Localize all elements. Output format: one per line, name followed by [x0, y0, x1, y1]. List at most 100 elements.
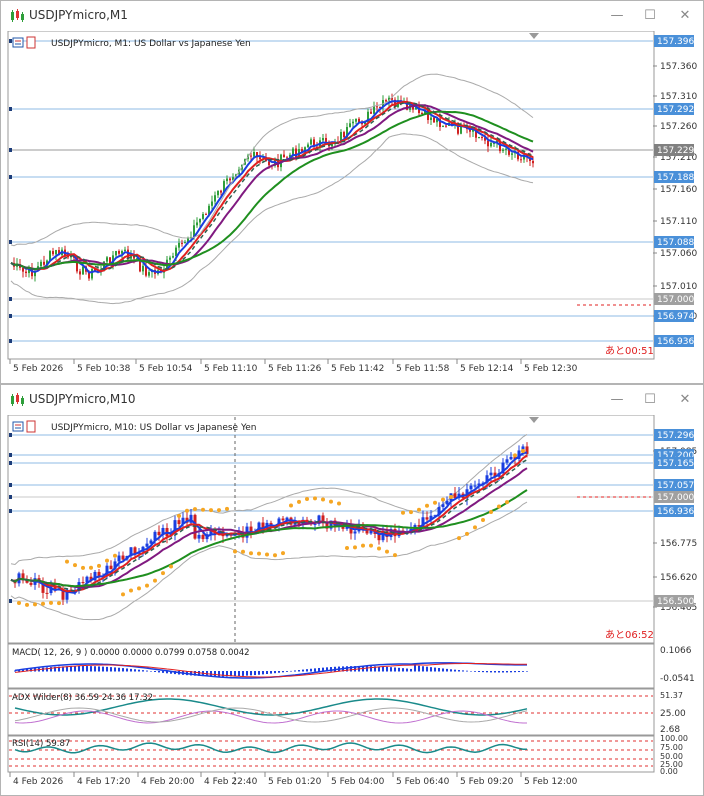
candle-body: [439, 118, 441, 127]
window-titlebar[interactable]: USDJPYmicro,M1 — ☐ ✕: [1, 1, 703, 31]
candle-body: [477, 483, 481, 486]
candle-body: [349, 123, 351, 128]
macd-pane[interactable]: [7, 643, 655, 689]
macd-bar: [230, 671, 232, 677]
candle-body: [427, 109, 429, 120]
sar-dot: [257, 551, 261, 556]
candle-body: [91, 268, 93, 279]
candle-body: [430, 117, 432, 120]
chart-window-m1[interactable]: USDJPYmicro,M1 — ☐ ✕ USDJPYmicro, M1: US…: [0, 0, 704, 384]
candle-body: [112, 255, 114, 265]
sar-dot: [297, 499, 301, 504]
candle-body: [475, 129, 477, 138]
candle-body: [46, 260, 48, 265]
macd-bar: [390, 667, 392, 672]
time-tick-label: 5 Feb 06:40: [396, 777, 450, 787]
candle-body: [161, 527, 165, 536]
macd-signal-line: [14, 663, 527, 678]
macd-bar: [238, 671, 240, 677]
sar-dot: [177, 513, 181, 518]
candle-body: [225, 534, 229, 537]
sar-dot: [241, 549, 245, 554]
candle-body: [261, 522, 265, 528]
candle-body: [346, 127, 348, 138]
time-axis[interactable]: 5 Feb 2026 5 Feb 10:38 5 Feb 10:54 5 Feb 11…: [9, 359, 578, 374]
one-click-trading-marker[interactable]: [529, 33, 539, 39]
window-title: USDJPYmicro,M1: [29, 8, 128, 22]
sar-dot: [265, 552, 269, 557]
macd-bar: [458, 670, 460, 672]
price-tag-label: 157.057: [657, 481, 694, 491]
candle-body: [353, 531, 357, 534]
candle-body: [205, 214, 207, 216]
candle-body: [370, 111, 372, 114]
macd-histogram: [14, 665, 528, 677]
candle-body: [484, 137, 486, 141]
price-tag-label: 157.229: [657, 146, 694, 156]
price-axis[interactable]: 157.360 157.310 157.260 157.210 157.160 157.1…: [653, 62, 697, 322]
price-tag: [654, 429, 694, 441]
candle-body: [25, 271, 27, 274]
candle-body: [250, 155, 252, 157]
adx-pane[interactable]: [7, 688, 655, 736]
candle-body: [259, 157, 261, 160]
time-axis[interactable]: 4 Feb 2026 4 Feb 17:20 4 Feb 20:00 4 Feb 22…: [9, 772, 578, 787]
macd-bar: [278, 671, 280, 673]
bollinger-band-line: [10, 73, 534, 247]
candle-body: [89, 576, 93, 581]
close-button[interactable]: ✕: [679, 8, 691, 23]
macd-bar: [266, 671, 268, 674]
level-handle: [9, 297, 12, 301]
adx-label: ADX Wilder(8) 36.59 24.36 17.32: [12, 693, 153, 703]
sar-dot: [393, 553, 397, 558]
candle-body: [256, 152, 258, 158]
price-chart-m1[interactable]: USDJPYmicro, M1: US Dollar vs Japanese Y…: [7, 31, 699, 381]
time-tick-label: 5 Feb 12:14: [460, 364, 514, 374]
candle-body: [153, 531, 157, 541]
sar-dot: [433, 500, 437, 505]
macd-bar: [22, 669, 24, 672]
price-tag-label: 157.296: [657, 431, 694, 441]
sar-dot: [225, 506, 229, 511]
chart-window-m10[interactable]: USDJPYmicro,M10 — ☐ ✕ USDJPYmicro, M10: …: [0, 384, 704, 796]
price-chart-m10[interactable]: USDJPYmicro, M10: US Dollar vs Japanese …: [7, 415, 699, 795]
sar-dot: [489, 510, 493, 515]
minimize-button[interactable]: —: [610, 8, 624, 23]
candle-body: [232, 177, 234, 181]
macd-bar: [498, 671, 500, 673]
macd-bar: [410, 668, 412, 672]
minimize-button[interactable]: —: [610, 392, 624, 407]
price-tag: [654, 293, 694, 305]
candle-body: [376, 106, 378, 108]
sar-dot: [305, 497, 309, 502]
level-handle: [9, 483, 12, 487]
candle-body: [121, 251, 123, 254]
macd-bar: [150, 671, 152, 672]
macd-bar: [14, 670, 16, 672]
time-tick-label: 5 Feb 12:00: [524, 777, 578, 787]
maximize-button[interactable]: ☐: [644, 8, 656, 23]
macd-bar: [222, 671, 224, 677]
one-click-trading-marker[interactable]: [529, 417, 539, 423]
price-tag: [654, 35, 694, 47]
time-tick-label: 5 Feb 11:58: [396, 364, 450, 374]
candle-body: [429, 515, 433, 520]
sar-dot: [473, 525, 477, 530]
maximize-button[interactable]: ☐: [644, 392, 656, 407]
candle-body: [100, 269, 102, 271]
rsi-pane[interactable]: [7, 735, 655, 773]
candle-body: [109, 257, 111, 265]
candle-body: [79, 271, 81, 275]
sar-dot: [49, 600, 53, 605]
candlestick-chart-icon: [11, 393, 24, 406]
candle-body: [485, 475, 489, 483]
macd-bar: [46, 667, 48, 672]
macd-bar: [194, 671, 196, 676]
adx-axis-label: 2.68: [660, 725, 680, 735]
close-button[interactable]: ✕: [679, 392, 691, 407]
candle-body: [352, 121, 354, 124]
window-titlebar[interactable]: USDJPYmicro,M10 — ☐ ✕: [1, 385, 703, 415]
candle-body: [55, 250, 57, 255]
